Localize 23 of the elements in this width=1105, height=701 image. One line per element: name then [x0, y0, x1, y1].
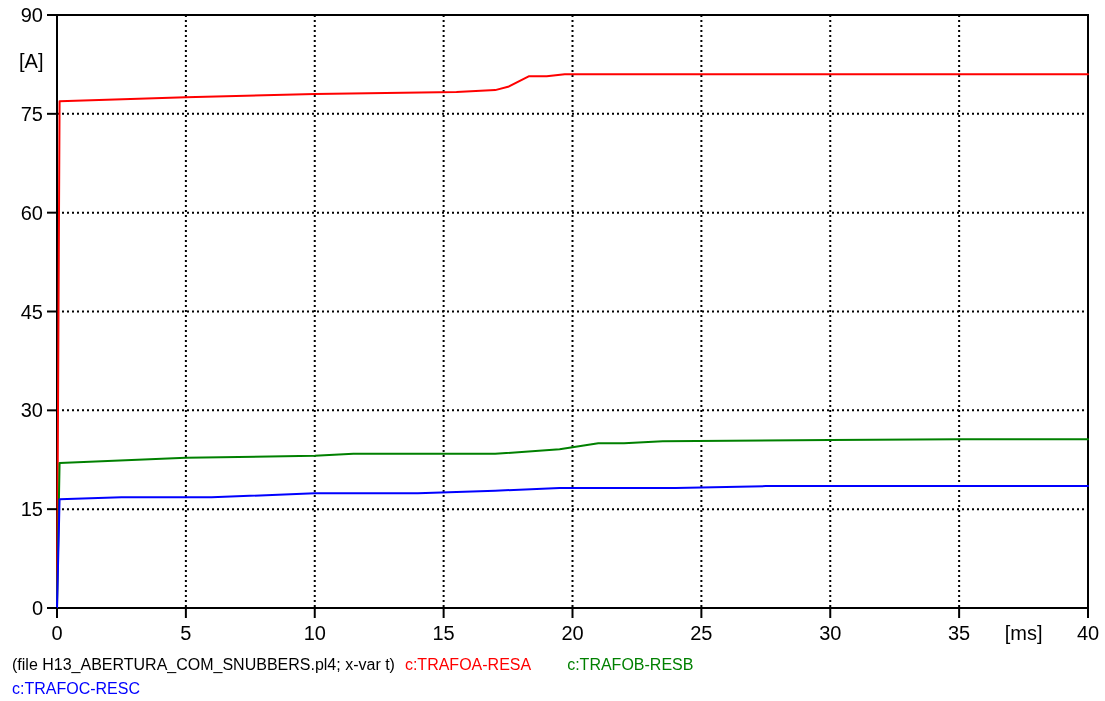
- x-tick-label: 25: [690, 622, 713, 644]
- text: c:TRAFOB-RESB: [567, 656, 694, 673]
- text: c:TRAFOA-RESA: [404, 656, 532, 673]
- x-tick-label: 35: [948, 622, 971, 644]
- y-axis-title: [A]: [19, 50, 44, 72]
- y-tick-label: 45: [20, 300, 43, 323]
- x-tick-label: 20: [561, 622, 584, 644]
- y-tick-label: 15: [20, 498, 43, 521]
- x-tick-label: 0: [51, 622, 63, 644]
- y-tick-label: 75: [20, 102, 43, 125]
- x-tick-label: 5: [180, 622, 192, 644]
- y-tick-label: 30: [20, 399, 43, 422]
- text: c:TRAFOC-RESC: [12, 680, 140, 697]
- x-tick-label: 15: [432, 622, 455, 644]
- text: (file H13_ABERTURA_COM_SNUBBERS.pl4; x-var t): [12, 656, 395, 674]
- x-tick-label: 10: [303, 622, 326, 644]
- line-series: [56, 485, 1089, 609]
- x-tick-label: 30: [819, 622, 842, 644]
- x-axis-title: [ms]: [1004, 622, 1043, 644]
- x-tick-label: 40: [1076, 622, 1100, 644]
- y-tick-label: 90: [20, 4, 43, 26]
- y-tick-label: 60: [20, 201, 43, 224]
- y-tick-label: 0: [31, 597, 43, 619]
